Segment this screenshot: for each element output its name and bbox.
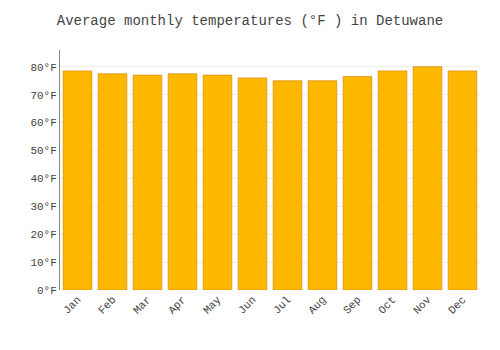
svg-text:Apr: Apr bbox=[166, 294, 188, 316]
svg-text:Jun: Jun bbox=[236, 294, 258, 316]
svg-text:70°F: 70°F bbox=[30, 90, 56, 102]
svg-text:30°F: 30°F bbox=[30, 201, 56, 213]
svg-text:50°F: 50°F bbox=[30, 145, 56, 157]
svg-text:0°F: 0°F bbox=[37, 285, 57, 297]
svg-text:60°F: 60°F bbox=[30, 117, 56, 129]
svg-text:20°F: 20°F bbox=[30, 229, 56, 241]
svg-text:10°F: 10°F bbox=[30, 257, 56, 269]
svg-text:Sep: Sep bbox=[341, 294, 363, 316]
svg-text:Nov: Nov bbox=[411, 294, 434, 317]
svg-text:Aug: Aug bbox=[306, 294, 328, 316]
svg-text:Average monthly temperatures (: Average monthly temperatures (°F ) in De… bbox=[57, 13, 443, 29]
svg-text:May: May bbox=[201, 294, 224, 317]
svg-text:40°F: 40°F bbox=[30, 173, 56, 185]
svg-text:Dec: Dec bbox=[446, 294, 468, 316]
svg-text:80°F: 80°F bbox=[30, 62, 56, 74]
svg-text:Mar: Mar bbox=[131, 294, 153, 316]
svg-text:Oct: Oct bbox=[376, 294, 398, 316]
svg-text:Feb: Feb bbox=[96, 294, 118, 316]
svg-text:Jan: Jan bbox=[61, 294, 83, 316]
svg-text:Jul: Jul bbox=[271, 294, 293, 316]
